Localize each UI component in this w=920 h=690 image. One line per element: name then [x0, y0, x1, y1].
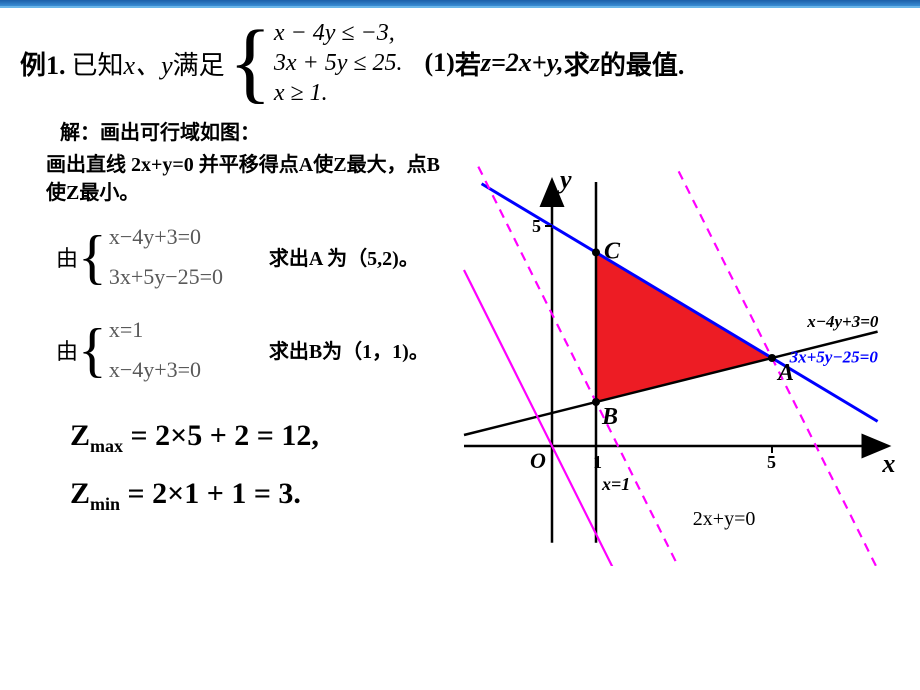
by-label-1: 由: [56, 241, 78, 273]
solution-step2: 画出直线 2x+y=0 并平移得点A使Z最大，点B使Z最小。: [46, 151, 456, 207]
constraint-2: 3x + 5y ≤ 25.: [274, 48, 403, 78]
svg-text:5: 5: [767, 452, 776, 472]
zmax-sub: max: [90, 436, 123, 456]
svg-text:3x+5y−25=0: 3x+5y−25=0: [789, 347, 879, 366]
svg-text:x=1: x=1: [601, 474, 630, 494]
svg-text:C: C: [604, 238, 621, 264]
sys1-line1: x−4y+3=0: [109, 217, 259, 257]
svg-text:2x+y=0: 2x+y=0: [693, 508, 756, 530]
zmin-eq: = 2×1 + 1 = 3.: [120, 477, 301, 510]
constraint-1: x − 4y ≤ −3,: [274, 18, 403, 48]
left-brace-icon: {: [229, 27, 272, 99]
question-number: (1): [425, 48, 455, 78]
graph-svg: yxO155ABCx=1x−4y+3=03x+5y−25=02x+y=0: [432, 166, 902, 566]
example-label: 例1.: [20, 45, 66, 82]
graph-container: yxO155ABCx=1x−4y+3=03x+5y−25=02x+y=0: [432, 166, 902, 566]
qiu-text: 求: [564, 45, 590, 82]
z-equation: z=2x+y,: [481, 48, 564, 78]
svg-text:x−4y+3=0: x−4y+3=0: [806, 312, 879, 331]
zmax-Z: Z: [70, 419, 90, 452]
z-var: z: [590, 48, 600, 78]
by-label-2: 由: [56, 334, 78, 366]
svg-text:y: y: [557, 166, 572, 194]
solution-step1: 解：画出可行域如图：: [60, 116, 900, 145]
svg-text:x: x: [881, 449, 895, 478]
sys2-line2: x−4y+3=0: [109, 350, 259, 390]
sys2-line1: x=1: [109, 310, 259, 350]
problem-row: 例1. 已知 x、y 满足 { x − 4y ≤ −3, 3x + 5y ≤ 2…: [20, 18, 900, 108]
constraint-system: { x − 4y ≤ −3, 3x + 5y ≤ 25. x ≥ 1.: [229, 18, 403, 108]
slide-top-border: [0, 0, 920, 8]
slide-content: 例1. 已知 x、y 满足 { x − 4y ≤ −3, 3x + 5y ≤ 2…: [0, 8, 920, 525]
constraint-3: x ≥ 1.: [274, 78, 403, 108]
answer-B: 求出B为（1，1)。: [269, 335, 429, 364]
question-if: 若: [455, 45, 481, 82]
brace-icon-1: {: [78, 233, 107, 281]
zuizhi-text: 的最值.: [600, 45, 685, 82]
satisfies-text: 满足: [173, 45, 225, 82]
vars-text: x、y: [124, 45, 173, 82]
svg-text:B: B: [601, 404, 618, 430]
brace-icon-2: {: [78, 326, 107, 374]
sys1-line2: 3x+5y−25=0: [109, 257, 259, 297]
svg-text:5: 5: [532, 216, 541, 236]
zmin-sub: min: [90, 494, 120, 514]
given-text: 已知: [72, 45, 124, 82]
svg-text:O: O: [530, 448, 546, 473]
svg-text:1: 1: [593, 452, 602, 472]
zmax-eq: = 2×5 + 2 = 12,: [123, 419, 319, 452]
zmin-Z: Z: [70, 477, 90, 510]
answer-A: 求出A 为（5,2)。: [269, 242, 419, 271]
